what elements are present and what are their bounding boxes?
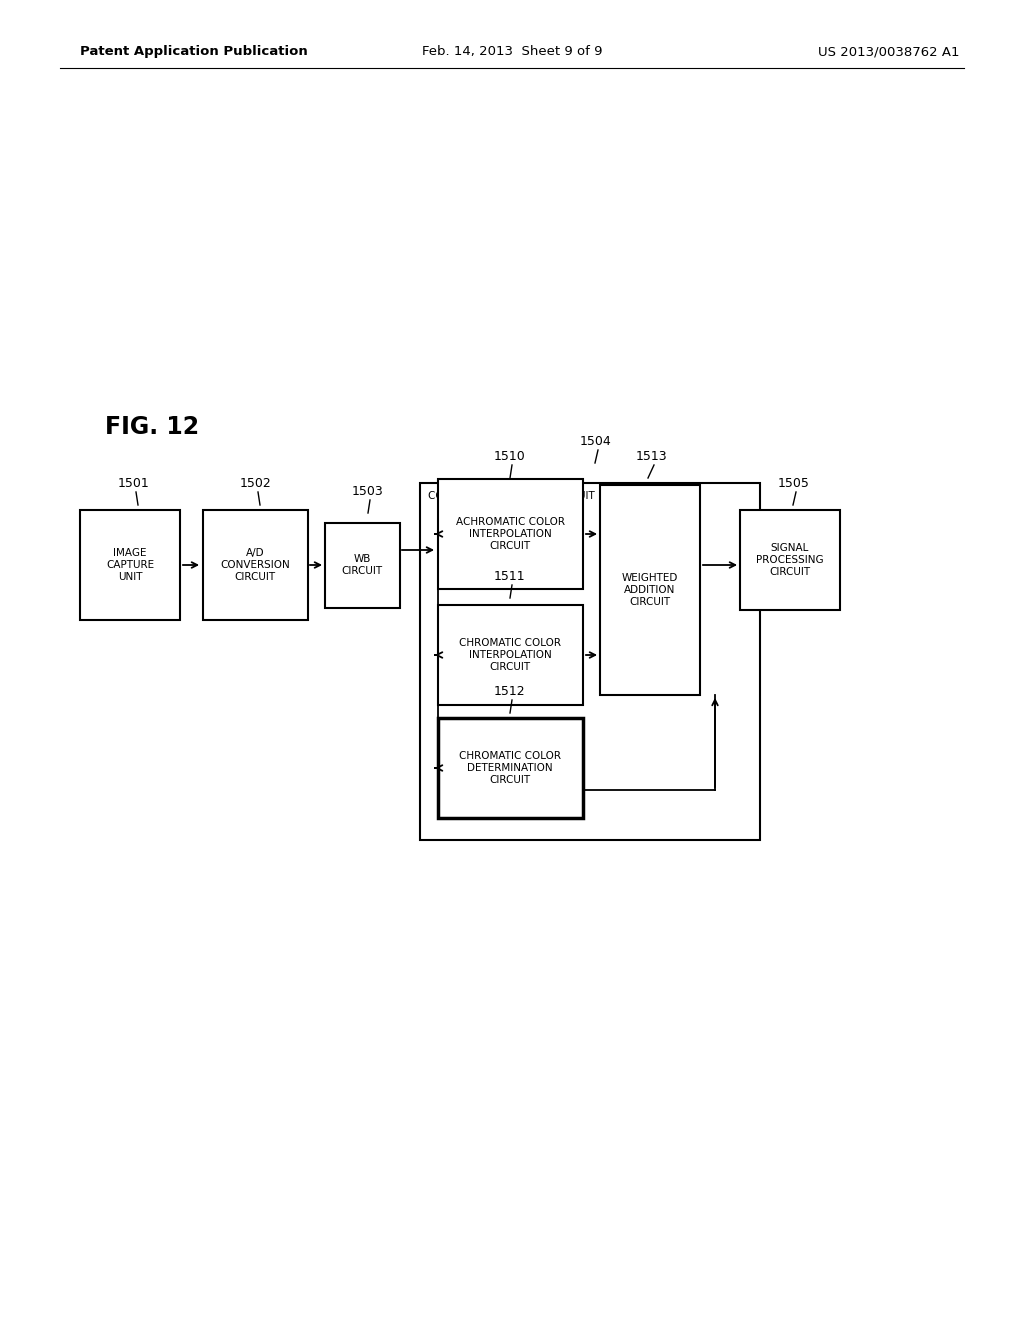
Text: 1504: 1504 [580, 436, 611, 447]
Text: 1510: 1510 [494, 450, 525, 463]
Text: Patent Application Publication: Patent Application Publication [80, 45, 308, 58]
Text: IMAGE
CAPTURE
UNIT: IMAGE CAPTURE UNIT [105, 548, 154, 582]
Bar [420, 483, 760, 840]
Text: COLOR INTERPOLATION CIRCUIT: COLOR INTERPOLATION CIRCUIT [428, 491, 595, 502]
Text: 1503: 1503 [352, 484, 384, 498]
Bar [740, 510, 840, 610]
Bar [437, 605, 583, 705]
Text: FIG. 12: FIG. 12 [105, 414, 199, 440]
Text: ACHROMATIC COLOR
INTERPOLATION
CIRCUIT: ACHROMATIC COLOR INTERPOLATION CIRCUIT [456, 517, 564, 550]
Bar [437, 479, 583, 589]
Bar [203, 510, 307, 620]
Text: Feb. 14, 2013  Sheet 9 of 9: Feb. 14, 2013 Sheet 9 of 9 [422, 45, 602, 58]
Bar [600, 484, 700, 696]
Bar [325, 523, 399, 607]
Text: SIGNAL
PROCESSING
CIRCUIT: SIGNAL PROCESSING CIRCUIT [756, 544, 824, 577]
Text: WB
CIRCUIT: WB CIRCUIT [341, 554, 383, 576]
Text: 1513: 1513 [636, 450, 668, 463]
Text: A/D
CONVERSION
CIRCUIT: A/D CONVERSION CIRCUIT [220, 548, 290, 582]
Text: 1511: 1511 [494, 570, 525, 583]
Text: WEIGHTED
ADDITION
CIRCUIT: WEIGHTED ADDITION CIRCUIT [622, 573, 678, 607]
Text: 1502: 1502 [240, 477, 271, 490]
Text: CHROMATIC COLOR
INTERPOLATION
CIRCUIT: CHROMATIC COLOR INTERPOLATION CIRCUIT [459, 639, 561, 672]
Bar [437, 718, 583, 818]
Text: US 2013/0038762 A1: US 2013/0038762 A1 [818, 45, 961, 58]
Text: 1501: 1501 [118, 477, 150, 490]
Text: CHROMATIC COLOR
DETERMINATION
CIRCUIT: CHROMATIC COLOR DETERMINATION CIRCUIT [459, 751, 561, 784]
Text: 1512: 1512 [494, 685, 525, 698]
Bar [80, 510, 180, 620]
Text: 1505: 1505 [778, 477, 810, 490]
